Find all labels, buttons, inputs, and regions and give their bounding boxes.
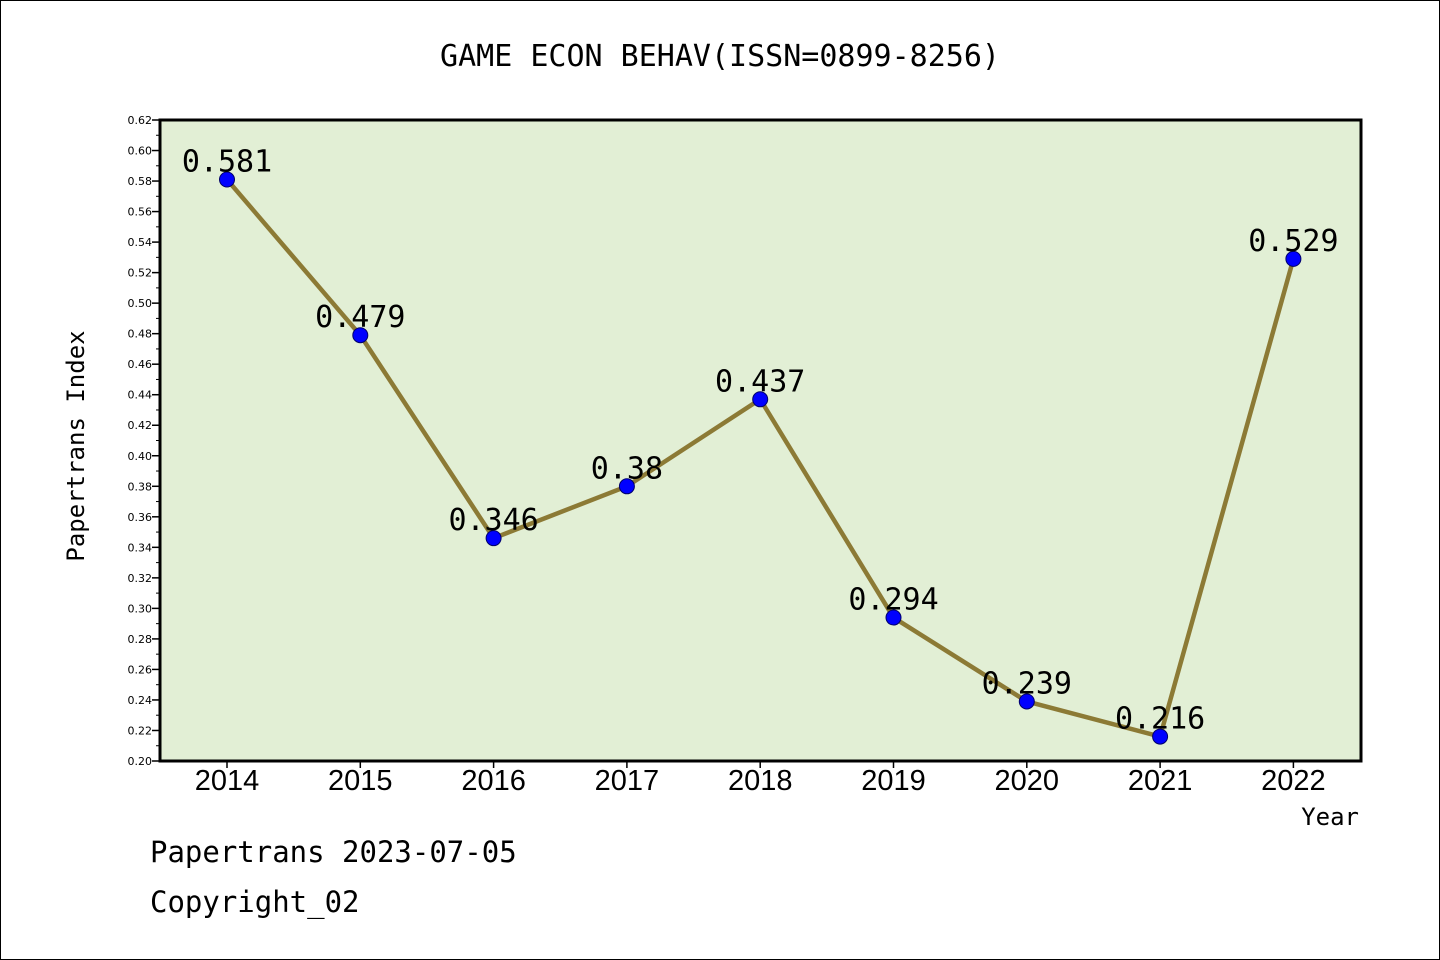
y-tick-label: 0.34 (128, 541, 153, 554)
data-label: 0.479 (315, 300, 405, 335)
y-tick-label: 0.24 (128, 694, 153, 707)
data-label: 0.437 (715, 364, 805, 399)
y-tick-label: 0.22 (128, 724, 153, 737)
y-tick-label: 0.50 (128, 297, 153, 310)
y-tick-label: 0.62 (128, 114, 153, 127)
chart-title: GAME ECON BEHAV(ISSN=0899-8256) (440, 39, 1000, 74)
y-axis-label: Papertrans Index (62, 330, 90, 561)
y-tick-label: 0.44 (128, 389, 153, 402)
y-tick-label: 0.20 (128, 755, 153, 768)
x-tick-label: 2020 (995, 765, 1060, 797)
y-tick-label: 0.52 (128, 267, 153, 280)
data-label: 0.38 (591, 451, 663, 486)
data-label: 0.529 (1248, 224, 1338, 259)
y-tick-label: 0.46 (128, 358, 153, 371)
data-label: 0.239 (982, 666, 1072, 701)
x-tick-label: 2014 (195, 765, 260, 797)
y-tick-label: 0.42 (128, 419, 153, 432)
footer-date: Papertrans 2023-07-05 (150, 835, 517, 869)
y-tick-label: 0.58 (128, 175, 153, 188)
x-tick-label: 2015 (328, 765, 393, 797)
y-tick-label: 0.26 (128, 663, 153, 676)
data-label: 0.581 (182, 145, 272, 180)
data-label: 0.294 (848, 583, 938, 618)
y-tick-label: 0.32 (128, 572, 153, 585)
y-tick-label: 0.56 (128, 206, 153, 219)
footer-copyright: Copyright_02 (150, 885, 360, 919)
data-point (352, 327, 369, 344)
x-tick-label: 2019 (861, 765, 926, 797)
data-label: 0.216 (1115, 702, 1205, 737)
data-point (618, 478, 635, 495)
data-point (485, 530, 502, 547)
x-tick-label: 2022 (1261, 765, 1326, 797)
y-tick-label: 0.60 (128, 145, 153, 158)
y-tick-label: 0.30 (128, 602, 153, 615)
data-point (752, 391, 769, 408)
y-axis: 0.20 0.22 0.24 0.26 0.28 0.30 0.32 0.34 0.36 0.38… (128, 114, 160, 768)
x-tick-label: 2016 (461, 765, 526, 797)
x-tick-label: 2021 (1128, 765, 1193, 797)
data-label: 0.346 (448, 503, 538, 538)
data-point (1152, 728, 1169, 745)
y-tick-label: 0.28 (128, 633, 153, 646)
data-point (1285, 250, 1302, 267)
y-tick-label: 0.54 (128, 236, 153, 249)
x-tick-label: 2018 (728, 765, 793, 797)
x-axis-label: Year (1301, 803, 1359, 831)
y-tick-label: 0.48 (128, 328, 153, 341)
y-tick-label: 0.38 (128, 480, 153, 493)
x-axis: 2014 2015 2016 2017 2018 2019 2020 2021 2022 (195, 761, 1326, 797)
y-tick-label: 0.40 (128, 450, 153, 463)
data-point (219, 171, 235, 188)
data-markers (219, 171, 1302, 745)
data-labels: 0.581 0.479 0.346 0.38 0.437 0.294 0.239 0.216 0… (182, 145, 1339, 737)
plot-area (158, 118, 1363, 763)
data-point (885, 609, 902, 626)
data-point (1018, 693, 1035, 710)
x-tick-label: 2017 (595, 765, 660, 797)
y-tick-label: 0.36 (128, 511, 153, 524)
